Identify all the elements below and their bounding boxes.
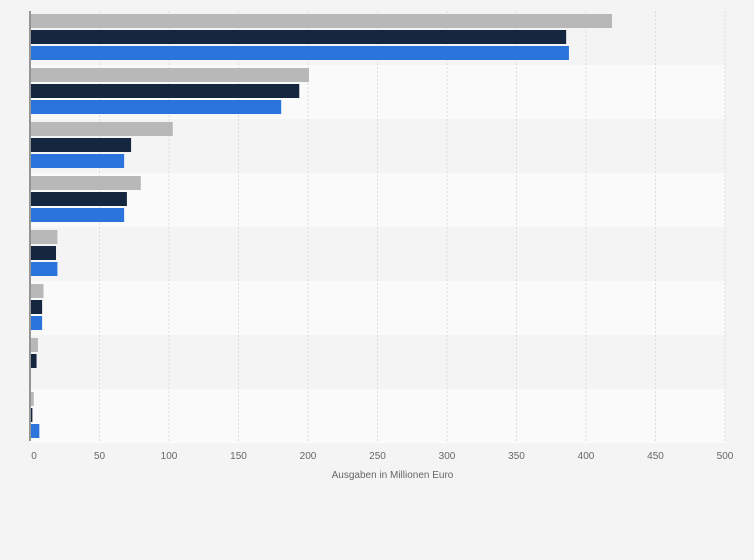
bar xyxy=(31,408,33,422)
bar xyxy=(31,316,43,330)
x-tick-label: 50 xyxy=(94,451,106,462)
bar xyxy=(31,338,38,352)
bar xyxy=(31,392,34,406)
bar xyxy=(31,14,613,28)
bar xyxy=(31,246,57,260)
x-axis-title: Ausgaben in Millionen Euro xyxy=(332,470,454,481)
bar xyxy=(31,262,58,276)
bar-group xyxy=(31,392,40,438)
x-tick-label: 0 xyxy=(31,451,37,462)
x-tick-label: 300 xyxy=(439,451,456,462)
bar xyxy=(31,154,125,168)
bar xyxy=(31,354,37,368)
bar xyxy=(31,138,132,152)
bar xyxy=(31,122,173,136)
bar xyxy=(31,30,567,44)
bar-group xyxy=(31,230,58,276)
bar xyxy=(31,176,141,190)
x-tick-label: 500 xyxy=(717,451,734,462)
bar xyxy=(31,300,43,314)
bar xyxy=(31,208,125,222)
bar-group xyxy=(31,122,173,168)
bar xyxy=(31,84,300,98)
bar-group xyxy=(31,338,38,368)
bar xyxy=(31,230,58,244)
x-tick-label: 250 xyxy=(369,451,386,462)
bar xyxy=(31,284,44,298)
x-tick-label: 200 xyxy=(300,451,317,462)
bar-group xyxy=(31,284,44,330)
bar xyxy=(31,424,40,438)
bar-group xyxy=(31,68,309,114)
bar xyxy=(31,46,569,60)
x-tick-label: 450 xyxy=(647,451,664,462)
x-tick-label: 150 xyxy=(230,451,247,462)
x-tick-label: 100 xyxy=(161,451,178,462)
bar xyxy=(31,192,127,206)
x-tick-label: 350 xyxy=(508,451,525,462)
bar-group xyxy=(31,14,613,60)
bar xyxy=(31,68,309,82)
bar xyxy=(31,100,282,114)
bar-group xyxy=(31,176,141,222)
x-tick-label: 400 xyxy=(578,451,595,462)
